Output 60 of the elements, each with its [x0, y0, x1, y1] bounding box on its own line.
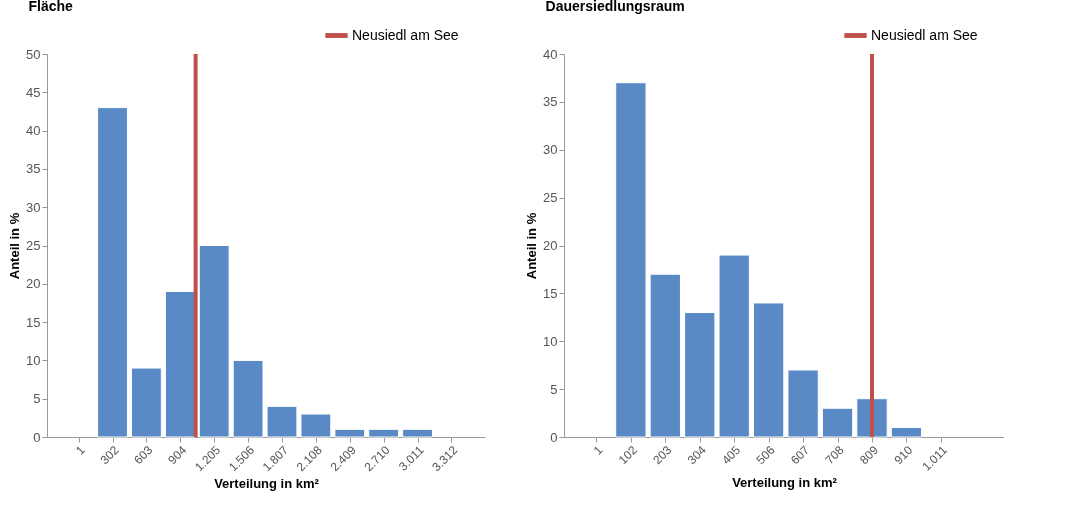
bar: [131, 367, 162, 438]
y-tick-label: 50: [26, 46, 41, 62]
bar: [787, 369, 819, 438]
y-tick-label: 20: [543, 238, 558, 253]
y-tick-label: 40: [26, 123, 41, 139]
y-tick-label: 30: [543, 142, 558, 158]
y-tick-label: 5: [33, 391, 41, 407]
y-tick-label: 15: [543, 285, 558, 301]
y-tick-label: 5: [550, 381, 558, 397]
y-tick-label: 25: [26, 238, 41, 253]
bar: [368, 428, 400, 438]
x-tick-label: 607: [788, 442, 813, 468]
chart-title: Dauersiedlungsraum: [545, 0, 685, 14]
bar: [334, 428, 366, 438]
bar: [266, 405, 298, 438]
x-tick-label: 203: [650, 442, 675, 468]
y-tick-label: 40: [543, 46, 558, 62]
bar: [649, 273, 681, 438]
bar: [402, 428, 433, 438]
bar: [821, 407, 854, 438]
y-tick-label: 20: [26, 276, 41, 292]
legend-label: Neusiedl am See: [352, 26, 459, 43]
bar: [718, 254, 750, 438]
x-axis-title: Verteilung in km²: [732, 474, 838, 490]
y-tick-label: 15: [26, 314, 41, 330]
x-tick-label: 302: [97, 442, 122, 468]
x-tick-label: 1: [590, 442, 606, 458]
bar: [752, 302, 785, 438]
y-tick-label: 0: [550, 429, 558, 445]
y-tick-label: 35: [543, 94, 558, 110]
bar: [232, 359, 264, 438]
x-axis-title: Verteilung in km²: [214, 475, 320, 491]
y-tick-label: 30: [26, 199, 41, 215]
x-tick-label: 405: [719, 442, 744, 468]
y-tick-label: 25: [543, 190, 558, 206]
bar: [890, 426, 923, 438]
bar: [615, 82, 647, 438]
bar: [164, 290, 196, 438]
x-tick-label: 603: [131, 442, 156, 468]
chart-title: Fläche: [28, 0, 74, 14]
legend-label: Neusiedl am See: [871, 26, 978, 43]
bar: [97, 107, 128, 438]
y-axis-title: Anteil in %: [7, 212, 23, 280]
x-tick-label: 910: [891, 442, 916, 468]
y-tick-label: 10: [26, 352, 41, 368]
x-tick-label: 708: [822, 442, 847, 468]
y-tick-label: 45: [26, 84, 41, 100]
x-tick-label: 102: [615, 442, 641, 468]
bar: [684, 312, 716, 438]
bar: [198, 245, 230, 438]
y-tick-label: 35: [26, 161, 41, 177]
x-tick-label: 304: [684, 442, 709, 468]
x-tick-label: 1: [73, 442, 88, 458]
x-tick-label: 809: [856, 442, 882, 468]
x-tick-label: 904: [165, 442, 190, 468]
y-tick-label: 10: [543, 333, 558, 349]
bar: [300, 413, 332, 438]
x-tick-label: 506: [753, 442, 778, 468]
y-tick-label: 0: [33, 429, 41, 445]
y-axis-title: Anteil in %: [524, 212, 540, 280]
